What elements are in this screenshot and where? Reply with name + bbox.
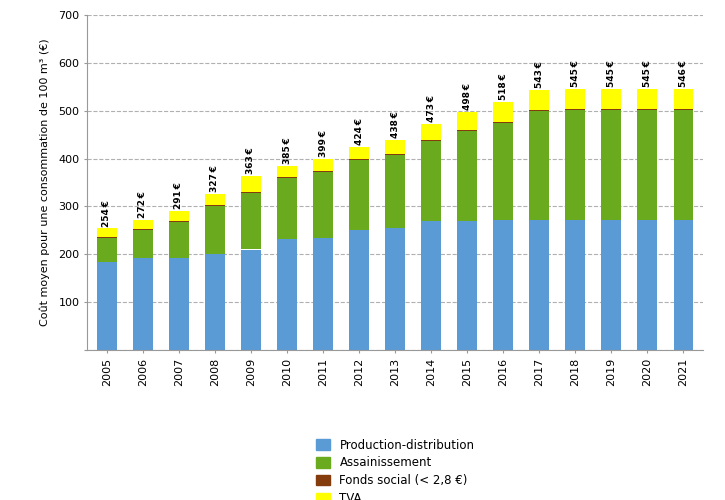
Bar — [385, 154, 405, 228]
Bar — [385, 140, 405, 154]
Bar — [205, 194, 225, 205]
Bar — [421, 124, 441, 140]
Bar — [97, 228, 117, 236]
Text: 327 €: 327 € — [210, 164, 220, 192]
Bar — [349, 159, 369, 160]
Bar — [602, 110, 621, 220]
Bar — [97, 262, 117, 350]
Bar — [349, 147, 369, 159]
Bar — [97, 236, 117, 238]
Bar — [277, 239, 297, 350]
Bar — [602, 220, 621, 350]
Text: 498 €: 498 € — [463, 83, 472, 110]
Bar — [205, 254, 225, 350]
Bar — [277, 178, 297, 239]
Text: 438 €: 438 € — [391, 112, 399, 138]
Bar — [674, 220, 693, 350]
Bar — [349, 160, 369, 230]
Text: 363 €: 363 € — [247, 148, 255, 174]
Bar — [457, 130, 477, 131]
Text: 254 €: 254 € — [102, 200, 112, 226]
Bar — [529, 110, 550, 111]
Bar — [493, 122, 513, 220]
Text: 545 €: 545 € — [643, 60, 652, 88]
Bar — [493, 220, 513, 350]
Bar — [421, 140, 441, 141]
Bar — [529, 90, 550, 110]
Bar — [97, 238, 117, 262]
Text: 545 €: 545 € — [607, 60, 616, 88]
Bar — [133, 220, 153, 229]
Bar — [457, 131, 477, 221]
Bar — [566, 110, 585, 220]
Bar — [637, 110, 658, 220]
Bar — [169, 258, 188, 350]
Bar — [349, 230, 369, 350]
Bar — [637, 89, 658, 110]
Text: 399 €: 399 € — [318, 130, 328, 157]
Bar — [674, 110, 693, 220]
Text: 546 €: 546 € — [679, 60, 688, 87]
Bar — [674, 109, 693, 110]
Bar — [457, 112, 477, 130]
Bar — [637, 220, 658, 350]
Bar — [241, 193, 261, 250]
Text: 473 €: 473 € — [427, 94, 436, 122]
Text: 543 €: 543 € — [535, 62, 544, 88]
Bar — [566, 220, 585, 350]
Bar — [277, 177, 297, 178]
Bar — [205, 206, 225, 254]
Text: 272 €: 272 € — [138, 191, 147, 218]
Bar — [313, 159, 333, 172]
Bar — [313, 238, 333, 350]
Bar — [241, 250, 261, 350]
Bar — [133, 230, 153, 258]
Bar — [277, 166, 297, 177]
Bar — [457, 221, 477, 350]
Bar — [241, 192, 261, 193]
Bar — [529, 220, 550, 350]
Bar — [385, 228, 405, 350]
Text: 545 €: 545 € — [571, 60, 580, 88]
Legend: Production-distribution, Assainissement, Fonds social (< 2,8 €), TVA: Production-distribution, Assainissement,… — [316, 438, 474, 500]
Bar — [602, 89, 621, 110]
Y-axis label: Coût moyen pour une consommation de 100 m³ (€): Coût moyen pour une consommation de 100 … — [39, 38, 50, 327]
Bar — [421, 221, 441, 350]
Text: 385 €: 385 € — [283, 137, 291, 164]
Bar — [313, 172, 333, 238]
Bar — [133, 258, 153, 350]
Text: 424 €: 424 € — [355, 118, 363, 145]
Bar — [674, 88, 693, 109]
Text: 291 €: 291 € — [175, 182, 183, 209]
Bar — [133, 229, 153, 230]
Bar — [566, 89, 585, 110]
Bar — [169, 222, 188, 258]
Text: 518 €: 518 € — [499, 74, 507, 100]
Bar — [241, 176, 261, 192]
Bar — [421, 141, 441, 221]
Bar — [493, 102, 513, 122]
Bar — [529, 111, 550, 220]
Bar — [169, 210, 188, 222]
